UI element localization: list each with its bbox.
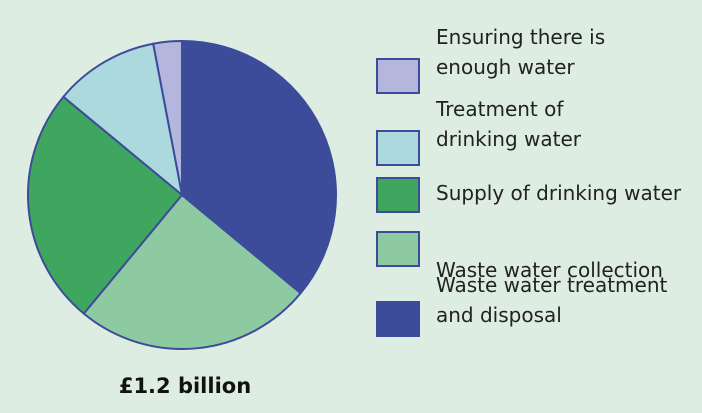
legend-swatch [376,58,420,94]
legend-label: Waste water collection [436,258,663,282]
pie-slice [27,95,183,315]
legend-swatch [376,177,420,213]
pie-slice [62,42,183,196]
legend-swatch [376,301,420,337]
legend-label: Ensuring there is enough water [436,25,606,79]
pie-slice [181,40,337,295]
legend-swatch [376,130,420,166]
chart-title: £1.2 billion [118,374,252,398]
pie-slice [82,194,302,350]
legend-label: Supply of drinking water [436,181,682,205]
legend-label: Waste water treatment and disposal [436,273,668,327]
legend-swatch [376,231,420,267]
legend-label: Treatment of drinking water [436,97,581,151]
